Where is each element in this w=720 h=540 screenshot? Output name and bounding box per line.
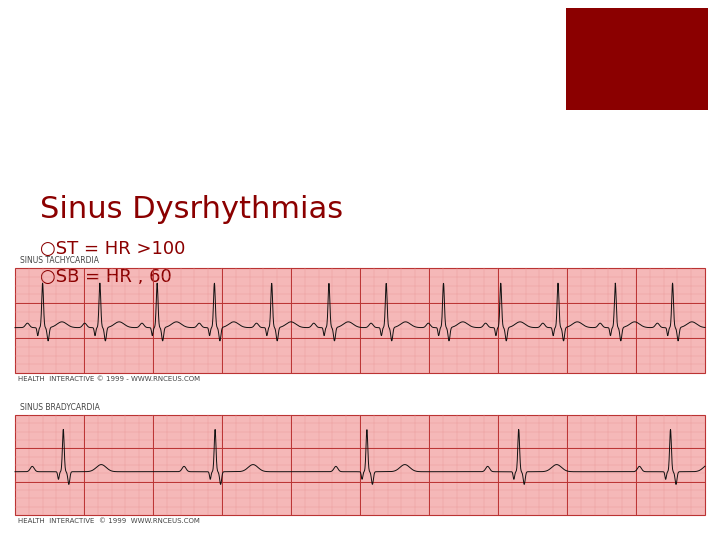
Bar xyxy=(566,8,708,110)
Text: HEALTH  INTERACTIVE © 1999 - WWW.RNCEUS.COM: HEALTH INTERACTIVE © 1999 - WWW.RNCEUS.C… xyxy=(18,376,200,382)
Text: HEALTH  INTERACTIVE  © 1999  WWW.RNCEUS.COM: HEALTH INTERACTIVE © 1999 WWW.RNCEUS.COM xyxy=(18,518,200,524)
Bar xyxy=(15,268,705,373)
Text: SINUS TACHYCARDIA: SINUS TACHYCARDIA xyxy=(20,256,99,265)
Bar xyxy=(15,415,705,515)
Text: ○SB = HR , 60: ○SB = HR , 60 xyxy=(40,268,171,286)
Text: ○ST = HR >100: ○ST = HR >100 xyxy=(40,240,185,258)
Text: SINUS BRADYCARDIA: SINUS BRADYCARDIA xyxy=(20,403,100,412)
Text: Sinus Dysrhythmias: Sinus Dysrhythmias xyxy=(40,195,343,224)
